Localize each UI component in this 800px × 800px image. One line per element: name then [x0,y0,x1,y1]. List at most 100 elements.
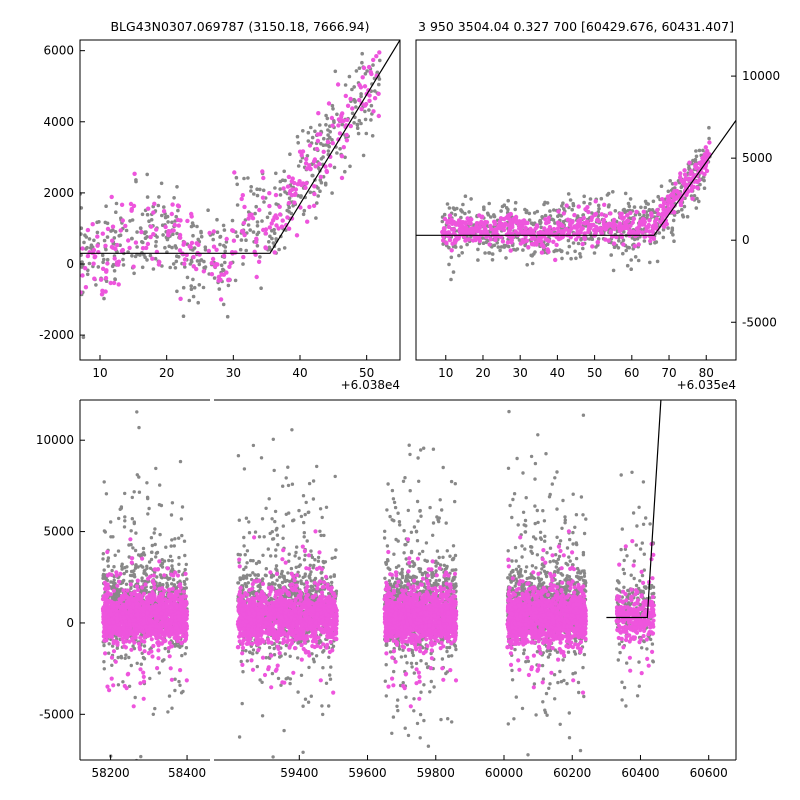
panel2-gray-point [492,214,497,219]
panel3-pink-point [151,581,157,587]
panel3-gray-point [246,581,250,585]
panel1-y-tick-label: 4000 [43,115,74,129]
panel2-gray-point [627,204,632,209]
panel1-pink-point [289,193,295,198]
panel1-pink-point [80,290,83,295]
panel3-pink-point [181,589,186,594]
panel3-gray-point [157,503,162,507]
panel3-gray-point [290,482,295,486]
panel1-gray-point [96,265,101,269]
panel3-pink-point [155,616,160,622]
panel3-gray-point [134,531,138,535]
panel2-pink-point [595,226,600,232]
panel1-pink-point [293,187,299,192]
panel1-gray-point [147,219,151,223]
panel3-gray-point [150,543,154,548]
panel3-pink-point [114,570,119,575]
panel3-pink-point [167,599,172,604]
panel3-gray-point [115,637,119,641]
panel1-gray-point [168,265,172,270]
panel2-gray-point [506,198,511,203]
panel1-pink-point [131,203,137,209]
panel3-gray-point [170,538,174,542]
panel3-pink-point [178,585,183,590]
panel2-gray-point [496,245,501,249]
panel2-gray-point [587,237,592,241]
panel2-gray-point [682,204,687,209]
panel3-pink-point [123,634,128,639]
panel2-gray-point [581,246,585,251]
panel2-pink-point [587,224,592,229]
panel3-pink-point [114,608,119,613]
panel2-pink-point [544,221,549,226]
panel1-pink-point [257,207,262,213]
panel1-gray-point [153,256,158,261]
panel2-pink-point [700,160,705,165]
panel3-gray-point [102,667,107,671]
panel3-pink-point [127,601,132,607]
panel2-pink-point [467,221,472,226]
panel1-pink-point [129,208,134,213]
panel1-gray-point [241,262,245,266]
panel2-gray-point [568,198,573,202]
panel3-pink-point [172,635,177,641]
panel1-x-tick-label: 20 [159,366,174,380]
panel3-gray-point [267,645,272,650]
panel1-pink-point [175,217,181,223]
panel2-gray-point [655,259,660,264]
panel3-pink-point [129,556,134,561]
panel1-gray-point [221,302,226,307]
panel3-gray-point [171,578,176,582]
panel3-pink-point [140,556,145,561]
panel1-gray-point [132,271,136,276]
panel3-gray-point [185,577,189,581]
panel2-gray-point [643,205,648,210]
panel3-pink-point [141,670,146,675]
panel1-gray-point [377,82,381,87]
panel2-pink-point [458,232,463,237]
panel3-pink-point [106,586,111,591]
panel2-pink-point [693,165,698,170]
panel3-gray-point [267,497,271,501]
panel3-pink-point [111,588,116,593]
panel2-pink-point [625,213,630,218]
panel1-pink-point [344,138,350,143]
panel2-pink-point [678,171,683,176]
panel1-pink-point [206,248,212,254]
panel1-gray-point [287,196,292,200]
panel3-gray-point [328,677,333,681]
panel3-gray-point [170,582,174,586]
panel1-pink-point [294,233,300,238]
panel1-gray-point [100,253,105,258]
panel1-pink-point [267,203,272,209]
panel1-gray-point [154,244,158,248]
panel1-gray-point [238,247,243,252]
panel2-pink-point [605,224,610,229]
panel2-pink-point [510,222,515,228]
panel3-gray-point [307,481,312,486]
panel2-gray-point [659,184,664,188]
panel2-pink-point [593,211,599,217]
panel2-pink-point [666,206,671,211]
panel1-pink-point [311,203,317,208]
panel3-pink-point [160,594,165,599]
panel1-gray-point [270,229,274,233]
panel1-gray-point [144,230,148,234]
panel1-gray-point [251,230,256,234]
panel2-pink-point [450,221,455,226]
panel1-gray-point [347,74,352,79]
panel1-pink-point [169,211,174,217]
panel1-gray-point [189,258,194,263]
panel1-gray-point [175,231,179,236]
panel3-pink-point [109,612,114,617]
panel1-pink-point [368,70,373,75]
panel3-pink-point [149,649,154,654]
panel2-gray-point [596,237,601,241]
panel3-gray-point [166,710,170,714]
panel1-pink-point [330,123,335,128]
panel2-gray-point [532,252,536,256]
panel1-pink-point [109,194,114,200]
panel3-pink-point [131,704,136,709]
